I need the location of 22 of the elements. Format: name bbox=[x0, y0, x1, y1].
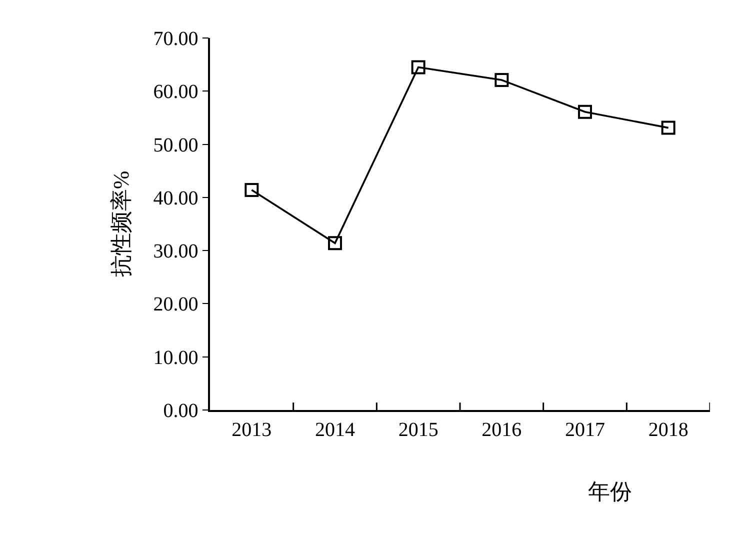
y-axis-title: 抗性频率% bbox=[108, 170, 134, 278]
y-tick-label: 30.00 bbox=[153, 240, 198, 263]
x-tick-label: 2014 bbox=[315, 418, 355, 441]
point bbox=[661, 120, 676, 135]
x-tick-label: 2013 bbox=[232, 418, 272, 441]
y-tick-label: 40.00 bbox=[153, 187, 198, 210]
y-tick-label: 20.00 bbox=[153, 294, 198, 316]
y-tick-label: 70.00 bbox=[153, 28, 198, 50]
x-tick-label: 2016 bbox=[482, 418, 522, 441]
point bbox=[411, 60, 426, 74]
y-tick-label: 50.00 bbox=[153, 134, 198, 156]
x-tick-label: 2017 bbox=[565, 418, 605, 441]
y-tick-label: 60.00 bbox=[153, 81, 198, 104]
x-axis-title: 年份 bbox=[588, 479, 632, 504]
point bbox=[578, 104, 592, 119]
point bbox=[244, 182, 259, 197]
y-tick-label: 10.00 bbox=[153, 346, 198, 369]
y-tick-label: 0.00 bbox=[163, 400, 198, 422]
x-tick-label: 2018 bbox=[648, 418, 688, 441]
point bbox=[328, 236, 342, 250]
point bbox=[494, 72, 509, 87]
x-tick-label: 2015 bbox=[398, 418, 438, 441]
